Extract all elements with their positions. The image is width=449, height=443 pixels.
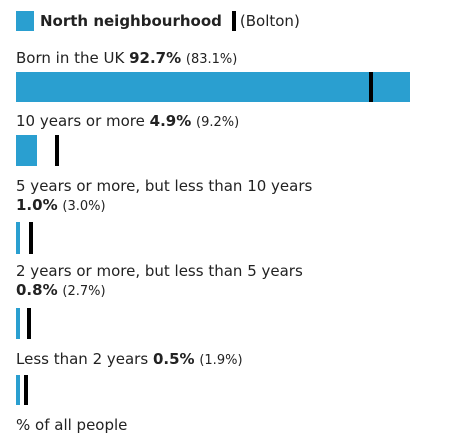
comparison-label: (3.0%) xyxy=(62,199,106,214)
category-label: 5 years or more, but less than 10 years xyxy=(16,177,313,195)
comparison-marker xyxy=(24,375,29,405)
bar-fill xyxy=(16,135,37,166)
bar-fill xyxy=(16,308,20,339)
bar-5-to-10-years xyxy=(16,222,441,254)
bar-2-to-5-years xyxy=(16,308,441,339)
legend: North neighbourhood (Bolton) xyxy=(16,9,300,33)
comparison-label: (2.7%) xyxy=(62,284,106,299)
legend-comparison-marker xyxy=(231,11,236,31)
value-label: 0.5% xyxy=(152,350,195,368)
value-label: 0.8% xyxy=(16,281,58,299)
legend-comparison-name: (Bolton) xyxy=(239,12,300,30)
category-label: Born in the UK xyxy=(16,49,125,67)
axis-unit-label: % of all people xyxy=(16,416,128,434)
row-label-less-than-2-years: Less than 2 years 0.5% (1.9%) xyxy=(16,350,243,370)
bar-born-in-uk xyxy=(16,72,441,102)
row-label-born-in-uk: Born in the UK 92.7% (83.1%) xyxy=(16,49,237,69)
comparison-label: (83.1%) xyxy=(185,52,238,67)
row-values-2-to-5-years: 0.8% (2.7%) xyxy=(16,281,106,301)
comparison-marker xyxy=(55,135,60,166)
row-values-5-to-10-years: 1.0% (3.0%) xyxy=(16,196,106,216)
legend-area-swatch xyxy=(16,11,34,31)
bar-fill xyxy=(16,72,410,102)
comparison-marker xyxy=(28,222,33,254)
bar-fill xyxy=(16,222,21,254)
bar-10-years-or-more xyxy=(16,135,441,166)
comparison-marker xyxy=(27,308,32,339)
category-label: Less than 2 years xyxy=(16,350,149,368)
bar-less-than-2-years xyxy=(16,375,441,405)
comparison-label: (9.2%) xyxy=(196,115,240,130)
value-label: 1.0% xyxy=(16,196,58,214)
comparison-label: (1.9%) xyxy=(199,353,243,368)
category-label: 10 years or more xyxy=(16,112,145,130)
row-label-10-years-or-more: 10 years or more 4.9% (9.2%) xyxy=(16,112,239,132)
row-label-5-to-10-years: 5 years or more, but less than 10 years xyxy=(16,177,312,196)
row-label-2-to-5-years: 2 years or more, but less than 5 years xyxy=(16,262,303,281)
value-label: 4.9% xyxy=(149,112,192,130)
comparison-marker xyxy=(369,72,374,102)
legend-area-name: North neighbourhood xyxy=(40,12,222,30)
value-label: 92.7% xyxy=(129,49,182,67)
bar-fill xyxy=(16,375,20,405)
category-label: 2 years or more, but less than 5 years xyxy=(16,262,303,280)
